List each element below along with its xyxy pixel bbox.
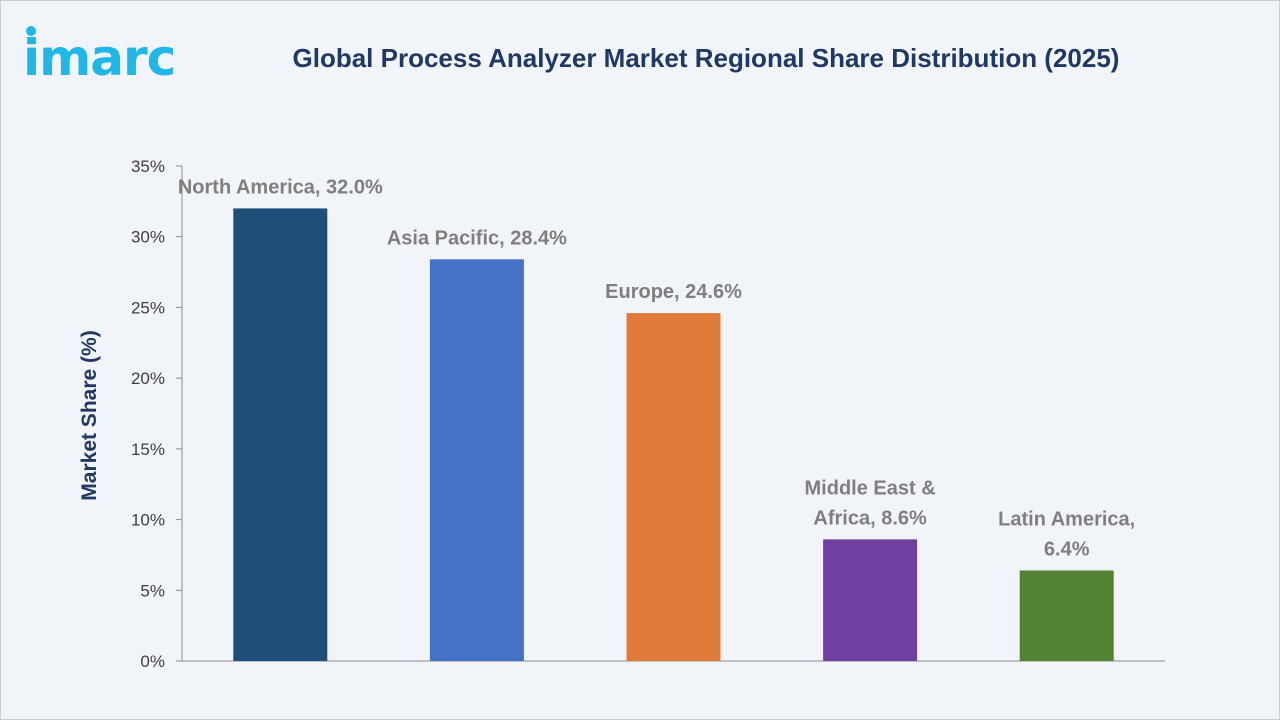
- bar: [823, 539, 918, 661]
- bar: [233, 208, 328, 661]
- chart-title: Global Process Analyzer Market Regional …: [292, 43, 1120, 73]
- data-label: Middle East &: [805, 477, 936, 499]
- bar: [429, 259, 524, 661]
- bar: [626, 313, 721, 661]
- y-tick-label: 35%: [131, 157, 165, 176]
- y-tick-label: 5%: [140, 581, 165, 600]
- logo-text: imarc: [23, 29, 175, 83]
- y-tick-label: 0%: [140, 652, 165, 671]
- data-label: Latin America,: [998, 508, 1135, 530]
- y-tick-label: 25%: [131, 298, 165, 317]
- data-label: Europe, 24.6%: [605, 281, 742, 303]
- data-label: 6.4%: [1044, 538, 1090, 560]
- logo-dot-icon: [26, 26, 36, 36]
- data-label: North America, 32.0%: [178, 176, 383, 198]
- y-tick-label: 30%: [131, 228, 165, 247]
- data-label: Africa, 8.6%: [813, 507, 927, 529]
- y-tick-label: 10%: [131, 511, 165, 530]
- data-label: Asia Pacific, 28.4%: [387, 227, 567, 249]
- bar: [1019, 570, 1114, 661]
- y-axis-title: Market Share (%): [78, 330, 101, 500]
- imarc-logo: imarc: [23, 26, 176, 83]
- y-tick-label: 20%: [131, 369, 165, 388]
- y-tick-label: 15%: [131, 440, 165, 459]
